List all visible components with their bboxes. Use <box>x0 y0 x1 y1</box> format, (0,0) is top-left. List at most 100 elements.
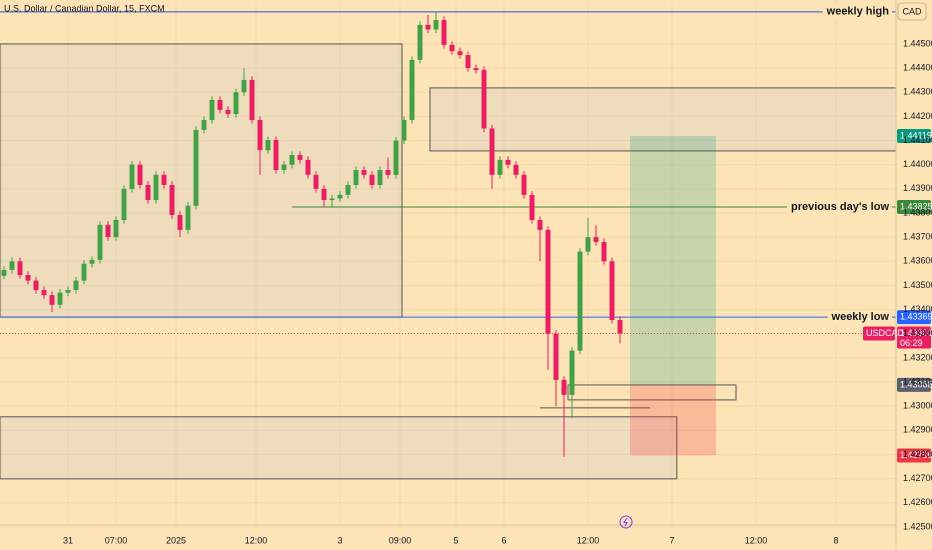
candle-body <box>281 164 287 171</box>
candle-body <box>105 224 111 238</box>
y-tick-label: 1.42900 <box>903 425 932 435</box>
x-tick-label: 3 <box>337 535 342 545</box>
candle-body <box>585 237 591 252</box>
y-tick-label: 1.43800 <box>903 207 932 217</box>
price-tag <box>897 199 931 214</box>
candle-body <box>321 188 327 200</box>
candle-body <box>169 184 175 215</box>
candle-body <box>465 55 471 69</box>
zone <box>0 416 678 480</box>
candle-body <box>425 24 431 30</box>
candle-body <box>489 128 495 175</box>
candle-body <box>209 99 215 121</box>
y-tick-label: 1.44400 <box>903 62 932 72</box>
y-tick-label: 1.44300 <box>903 87 932 97</box>
candle-body <box>441 20 447 45</box>
y-tick-label: 1.43000 <box>903 401 932 411</box>
candle-body <box>513 164 519 175</box>
candle-body <box>385 170 391 175</box>
candle-body <box>185 205 191 230</box>
candle-body <box>377 170 383 185</box>
price-tag-label: 1.43301 <box>900 328 932 338</box>
x-tick-label: 09:00 <box>389 535 412 545</box>
price-tag-label: 1.43088 <box>900 379 932 389</box>
candle-body <box>1 269 7 276</box>
y-tick-label: 1.44200 <box>903 111 932 121</box>
y-tick-label: 1.44000 <box>903 159 932 169</box>
x-tick-label: 2025 <box>166 535 186 545</box>
candle-body <box>73 280 79 291</box>
level-label: previous day's low <box>791 201 889 213</box>
candle-body <box>369 174 375 185</box>
candle-body <box>233 92 239 114</box>
candle-body <box>121 188 127 220</box>
overlays: weekly high previous day's low 1.43825 week… <box>787 4 932 463</box>
x-tick-label: 8 <box>833 535 838 545</box>
candle-body <box>249 79 255 121</box>
y-tick-label: 1.43700 <box>903 232 932 242</box>
chart-title: U.S. Dollar / Canadian Dollar, 15, FXCM <box>4 3 165 13</box>
candle-body <box>57 292 63 305</box>
candle-body <box>17 261 23 276</box>
candle-body <box>313 174 319 189</box>
x-tick-label: 12:00 <box>745 535 768 545</box>
candle-body <box>433 20 439 30</box>
candle-body <box>401 120 407 141</box>
level-label-bg <box>827 310 892 325</box>
price-tag <box>897 128 931 143</box>
candle-body <box>81 263 87 281</box>
x-tick-label: 6 <box>501 535 506 545</box>
grid <box>0 0 896 528</box>
y-tick-label: 1.42800 <box>903 449 932 459</box>
candle-body <box>577 251 583 351</box>
candle-body <box>201 120 207 130</box>
price-tag <box>897 310 931 325</box>
event-bolt <box>623 517 628 527</box>
candle-body <box>617 319 623 334</box>
candle-body <box>225 109 231 114</box>
candle-body <box>153 174 159 200</box>
candle-body <box>353 170 359 185</box>
candle-body <box>593 237 599 242</box>
candle-body <box>41 290 47 296</box>
candles <box>1 12 623 457</box>
price-tag <box>897 448 931 463</box>
y-tick-label: 1.43100 <box>903 376 932 386</box>
currency[interactable]: CAD <box>902 6 922 16</box>
y-tick-label: 1.44500 <box>903 38 932 48</box>
candle-body <box>481 70 487 129</box>
loss-zone <box>630 384 716 456</box>
candle-body <box>569 350 575 395</box>
candle-body <box>457 51 463 56</box>
candle-body <box>609 261 615 320</box>
zone <box>429 87 897 152</box>
currency-box[interactable] <box>897 2 927 21</box>
level-label-bg <box>822 4 892 19</box>
y-tick-label: 1.42700 <box>903 473 932 483</box>
price-tag-label: 1.43369 <box>900 311 932 321</box>
y-tick-label: 1.43200 <box>903 352 932 362</box>
candle-body <box>521 174 527 195</box>
candle-body <box>329 198 335 200</box>
zone <box>567 384 737 401</box>
event-icon[interactable] <box>619 515 633 529</box>
candle-body <box>393 140 399 175</box>
price-tag <box>897 326 931 349</box>
symbol-label: USDCAD <box>866 328 905 338</box>
candle-body <box>129 164 135 189</box>
candle-body <box>601 241 607 262</box>
price-tag-label: 1.43825 <box>900 201 932 211</box>
candle-body <box>33 280 39 291</box>
y-tick-label: 1.43900 <box>903 183 932 193</box>
x-tick-label: 5 <box>453 535 458 545</box>
y-tick-label: 1.43300 <box>903 328 932 338</box>
candle-body <box>241 79 247 93</box>
x-tick-label: 12:00 <box>577 535 600 545</box>
profit-zone <box>630 135 716 385</box>
candle-body <box>97 224 103 260</box>
candle-body <box>25 275 31 281</box>
candle-body <box>257 120 263 151</box>
symbol-tag <box>863 326 895 341</box>
candle-body <box>449 44 455 52</box>
